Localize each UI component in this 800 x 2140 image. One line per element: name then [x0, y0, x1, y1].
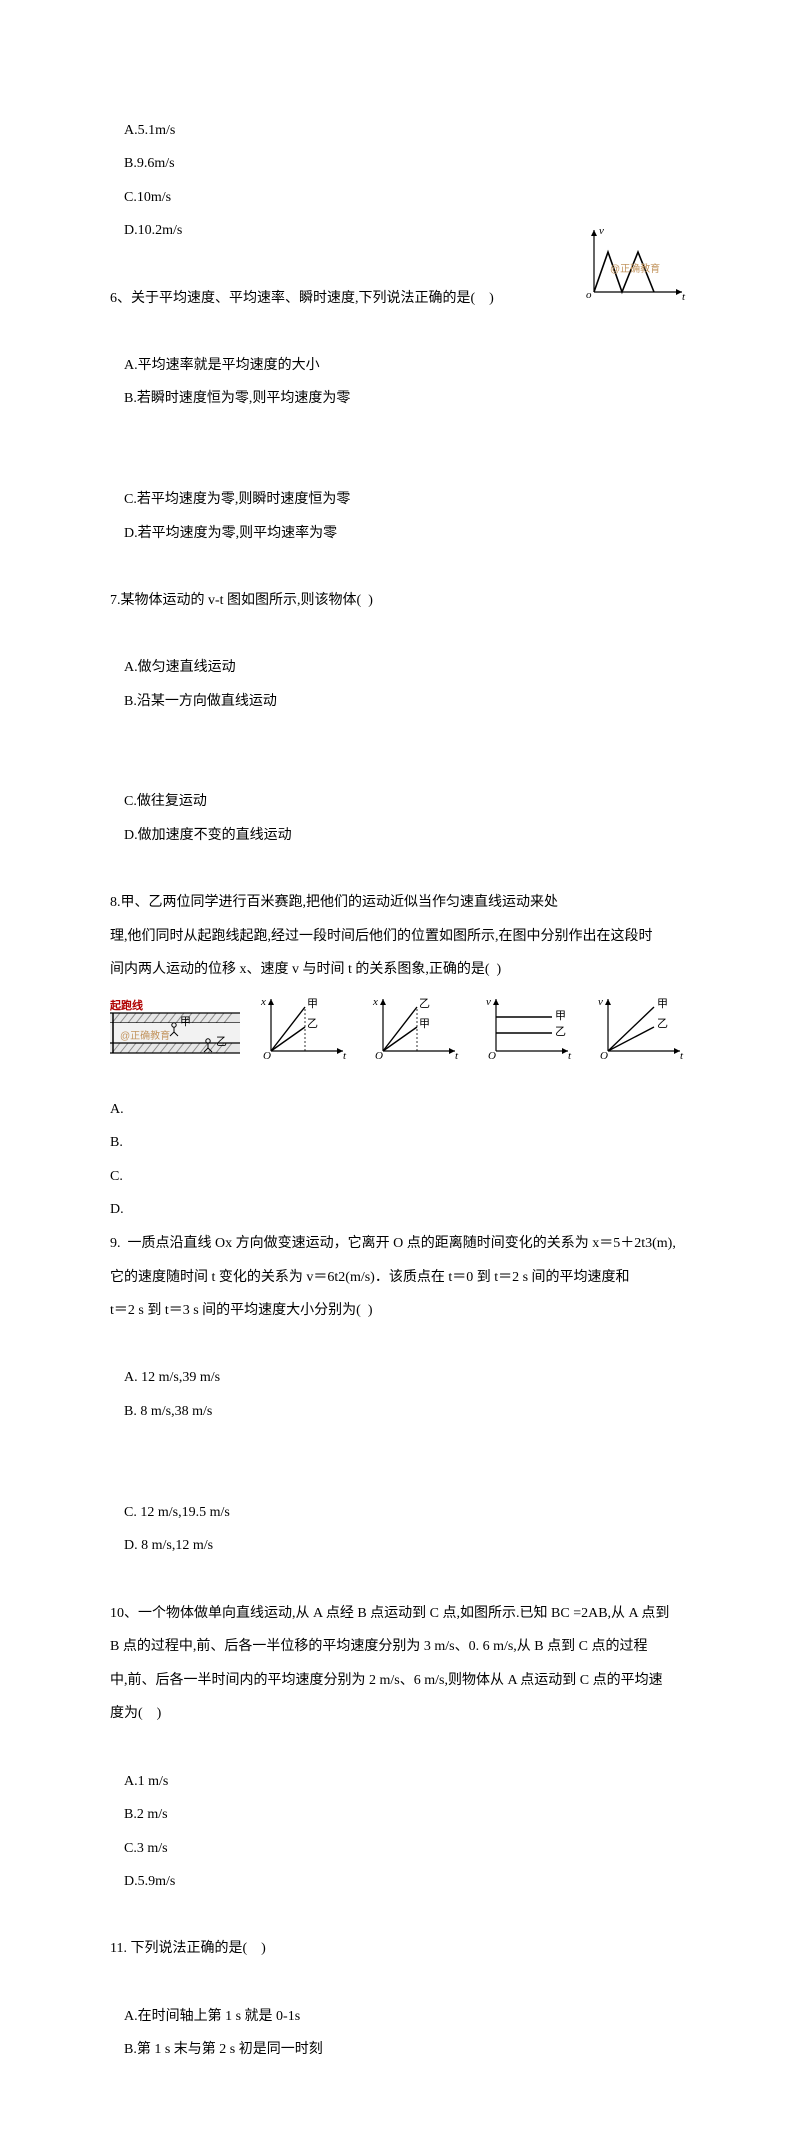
- q10-stem-4: 度为( ): [110, 1697, 690, 1731]
- q9-opt-a: A. 12 m/s,39 m/s: [124, 1370, 220, 1385]
- q11-row1: A.在时间轴上第 1 s 就是 0-1s B.第 1 s 末与第 2 s 初是同…: [110, 1966, 690, 2100]
- q8-graph-c: O t v 甲 乙: [482, 993, 578, 1077]
- q7-opt-a: A.做匀速直线运动: [124, 660, 236, 675]
- q10-opt-d: D.5.9m/s: [124, 1874, 175, 1889]
- q6-opt-d: D.若平均速度为零,则平均速率为零: [124, 526, 337, 541]
- svg-text:o: o: [586, 289, 592, 301]
- q5-opt-a: A.5.1m/s: [124, 123, 175, 138]
- q9-opt-b: B. 8 m/s,38 m/s: [124, 1404, 212, 1419]
- svg-text:O: O: [600, 1050, 608, 1062]
- exam-page: A.5.1m/s B.9.6m/s C.10m/s D.10.2m/s 6、关于…: [0, 0, 800, 2140]
- q6-opt-b: B.若瞬时速度恒为零,则平均速度为零: [124, 391, 350, 406]
- svg-text:t: t: [568, 1050, 572, 1062]
- q6-row1: A.平均速率就是平均速度的大小 B.若瞬时速度恒为零,则平均速度为零: [110, 315, 690, 449]
- svg-text:t: t: [455, 1050, 459, 1062]
- q7-stem: 7.某物体运动的 v-t 图如图所示,则该物体( ): [110, 584, 690, 618]
- q9-opt-c: C. 12 m/s,19.5 m/s: [124, 1505, 230, 1520]
- q11-opt-b: B.第 1 s 末与第 2 s 初是同一时刻: [124, 2042, 323, 2057]
- q10-opt-b: B.2 m/s: [124, 1807, 168, 1822]
- svg-text:乙: 乙: [307, 1017, 318, 1030]
- q6-opt-a: A.平均速率就是平均速度的大小: [124, 358, 320, 373]
- q8-graph-b: O t x 乙 甲: [369, 993, 465, 1077]
- q7-opt-c: C.做往复运动: [124, 794, 207, 809]
- q10-options-row: A.1 m/s B.2 m/s C.3 m/s D.5.9m/s: [110, 1731, 690, 1933]
- svg-text:t: t: [682, 291, 686, 303]
- svg-text:乙: 乙: [555, 1025, 566, 1038]
- q8-graph-a: O t x 甲 乙: [257, 993, 353, 1077]
- q11-opt-a: A.在时间轴上第 1 s 就是 0-1s: [124, 2009, 300, 2024]
- q9-row2: C. 12 m/s,19.5 m/s D. 8 m/s,12 m/s: [110, 1462, 690, 1596]
- svg-text:v: v: [599, 225, 604, 237]
- q7-opt-b: B.沿某一方向做直线运动: [124, 694, 277, 709]
- q8-stem-2: 理,他们同时从起跑线起跑,经过一段时间后他们的位置如图所示,在图中分别作出在这段…: [110, 920, 690, 954]
- svg-text:甲: 甲: [180, 1016, 191, 1028]
- svg-text:@正确教育: @正确教育: [120, 1029, 170, 1042]
- svg-text:乙: 乙: [216, 1035, 227, 1048]
- svg-text:乙: 乙: [419, 997, 430, 1010]
- q8-choice-d: D.: [110, 1193, 690, 1227]
- svg-text:@正确教育: @正确教育: [610, 262, 660, 275]
- q8-choice-b: B.: [110, 1126, 690, 1160]
- svg-text:甲: 甲: [419, 1018, 430, 1030]
- q8-track-diagram: 起跑线: [110, 999, 240, 1077]
- start-line-label: 起跑线: [110, 999, 143, 1012]
- q8-choice-a: A.: [110, 1093, 690, 1127]
- q7-row2: C.做往复运动 D.做加速度不变的直线运动: [110, 752, 690, 886]
- q11-stem: 11. 下列说法正确的是( ): [110, 1932, 690, 1966]
- svg-text:乙: 乙: [657, 1017, 668, 1030]
- svg-text:x: x: [372, 996, 378, 1008]
- svg-text:甲: 甲: [555, 1010, 566, 1022]
- q9-stem-1: 9. 一质点沿直线 Ox 方向做变速运动，它离开 O 点的距离随时间变化的关系为…: [110, 1227, 690, 1261]
- svg-text:O: O: [488, 1050, 496, 1062]
- q9-opt-d: D. 8 m/s,12 m/s: [124, 1538, 213, 1553]
- svg-text:O: O: [263, 1050, 271, 1062]
- q5-opt-b: B.9.6m/s: [124, 156, 175, 171]
- q8-stem-3: 间内两人运动的位移 x、速度 v 与时间 t 的关系图象,正确的是( ): [110, 953, 690, 987]
- svg-text:甲: 甲: [657, 998, 668, 1010]
- q5-opt-c: C.10m/s: [124, 190, 171, 205]
- q8-graph-d: O t v 甲 乙: [594, 993, 690, 1077]
- q8-choice-c: C.: [110, 1160, 690, 1194]
- q7-opt-d: D.做加速度不变的直线运动: [124, 828, 292, 843]
- svg-text:t: t: [343, 1050, 347, 1062]
- svg-text:v: v: [598, 996, 603, 1008]
- q10-stem-2: B 点的过程中,前、后各一半位移的平均速度分别为 3 m/s、0. 6 m/s,…: [110, 1630, 690, 1664]
- q6-row2: C.若平均速度为零,则瞬时速度恒为零 D.若平均速度为零,则平均速率为零: [110, 450, 690, 584]
- q10-opt-c: C.3 m/s: [124, 1841, 168, 1856]
- q10-stem-1: 10、一个物体做单向直线运动,从 A 点经 B 点运动到 C 点,如图所示.已知…: [110, 1597, 690, 1631]
- svg-text:t: t: [680, 1050, 684, 1062]
- svg-text:x: x: [260, 996, 266, 1008]
- q9-stem-2: 它的速度随时间 t 变化的关系为 v＝6t2(m/s)．该质点在 t＝0 到 t…: [110, 1261, 690, 1295]
- q6-opt-c: C.若平均速度为零,则瞬时速度恒为零: [124, 492, 350, 507]
- q7-vt-graph: o t v @正确教育: [582, 224, 692, 304]
- q9-row1: A. 12 m/s,39 m/s B. 8 m/s,38 m/s: [110, 1328, 690, 1462]
- svg-text:v: v: [486, 996, 491, 1008]
- q10-stem-3: 中,前、后各一半时间内的平均速度分别为 2 m/s、6 m/s,则物体从 A 点…: [110, 1664, 690, 1698]
- q8-figure-row: 起跑线: [110, 993, 690, 1077]
- svg-text:甲: 甲: [307, 998, 318, 1010]
- q5-opt-d: D.10.2m/s: [124, 223, 182, 238]
- svg-text:O: O: [375, 1050, 383, 1062]
- q10-opt-a: A.1 m/s: [124, 1774, 168, 1789]
- q7-row1: A.做匀速直线运动 B.沿某一方向做直线运动: [110, 618, 690, 752]
- q9-stem-3: t＝2 s 到 t＝3 s 间的平均速度大小分别为( ): [110, 1294, 690, 1328]
- q8-stem-1: 8.甲、乙两位同学进行百米赛跑,把他们的运动近似当作匀速直线运动来处: [110, 886, 690, 920]
